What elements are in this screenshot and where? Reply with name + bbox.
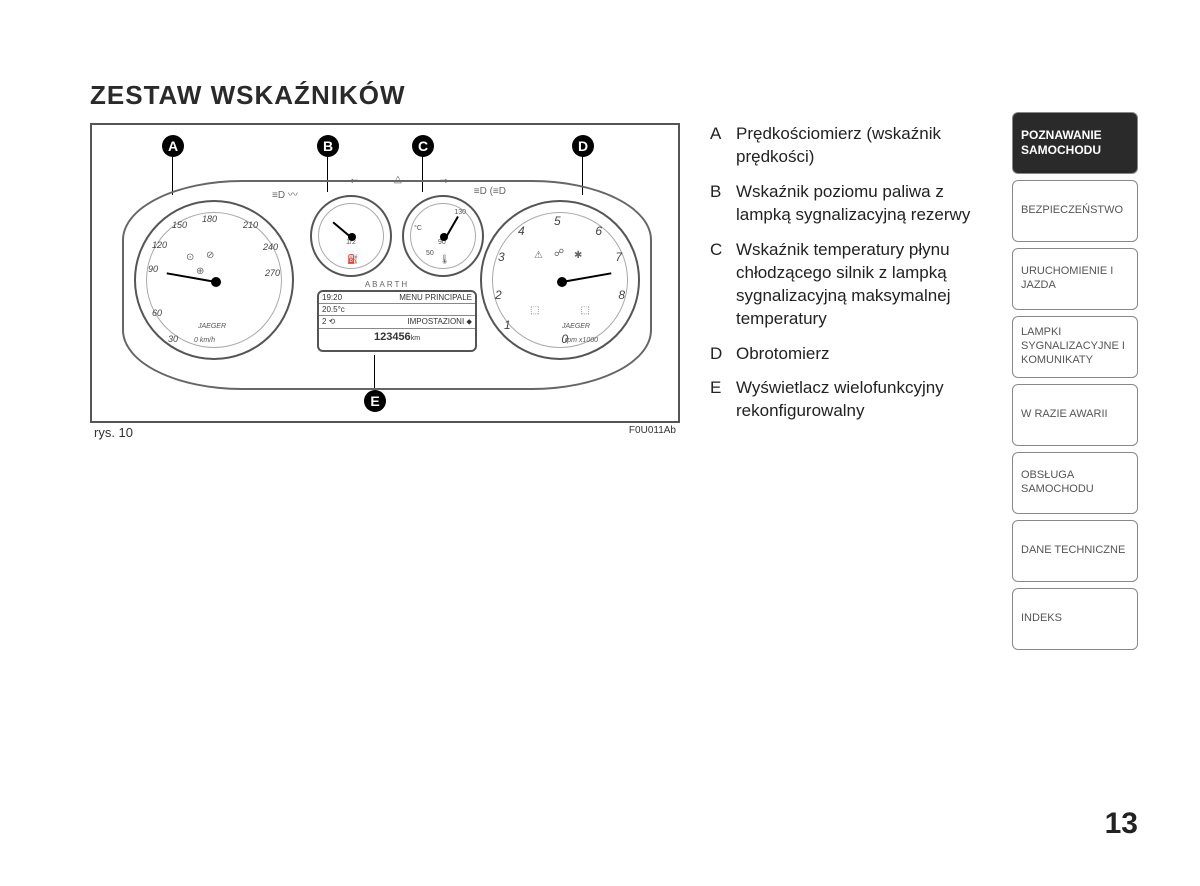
brand-label: ABARTH xyxy=(365,280,409,289)
figure-caption-left: rys. 10 xyxy=(94,425,133,440)
page-number: 13 xyxy=(1105,807,1138,841)
display-sub: IMPOSTAZIONI xyxy=(407,317,464,326)
engine-icon: ⬚ xyxy=(530,305,539,316)
callout-e: E xyxy=(364,390,386,412)
tab-uruchomienie[interactable]: URUCHOMIENIE I JAZDA xyxy=(1012,248,1138,310)
tab-poznawanie[interactable]: POZNAWANIE SAMOCHODU xyxy=(1012,112,1138,174)
page-title: ZESTAW WSKAŹNIKÓW xyxy=(90,80,1110,111)
warning-icon: ⊙ xyxy=(186,252,194,263)
tab-obsluga[interactable]: OBSŁUGA SAMOCHODU xyxy=(1012,452,1138,514)
turn-right-icon: ⇨ xyxy=(440,176,448,187)
side-tabs: POZNAWANIE SAMOCHODU BEZPIECZEŃSTWO URUC… xyxy=(1012,112,1138,650)
seatbelt-icon: ☍ xyxy=(554,248,564,259)
speedometer-unit: 0 km/h xyxy=(194,337,215,344)
warning-icon: ⊘ xyxy=(206,250,214,261)
figure-box: A B C D E 30 60 90 xyxy=(90,123,680,423)
temp-icon: 🌡 xyxy=(439,254,450,265)
jaeger-label: JAEGER xyxy=(198,323,226,330)
tachometer-unit: rpm x1000 xyxy=(565,337,598,344)
legend-item: EWyświetlacz wielofunkcyjny rekonfigurow… xyxy=(710,377,1000,423)
temperature-gauge: °C 50 90 130 🌡 xyxy=(402,195,484,277)
legend-item: DObrotomierz xyxy=(710,343,1000,366)
display-time: 19:20 xyxy=(322,293,342,302)
highbeam-icon: ≡D (≡D xyxy=(474,186,506,197)
fuel-gauge: 1/2 ⛽ xyxy=(310,195,392,277)
callout-a: A xyxy=(162,135,184,157)
tab-bezpieczenstwo[interactable]: BEZPIECZEŃSTWO xyxy=(1012,180,1138,242)
callout-b: B xyxy=(317,135,339,157)
content-row: A B C D E 30 60 90 xyxy=(90,123,1110,442)
legend: APrędkościomierz (wskaźnik prędkości) BW… xyxy=(710,123,1000,435)
warning-icon: ⚠ xyxy=(534,250,543,261)
tachometer-gauge: 0 1 2 3 4 5 6 7 8 rpm x1000 JAEGER ⚠ xyxy=(480,200,640,360)
multifunction-display: 19:20 MENU PRINCIPALE 20.5°c 2 ⟲ IMPOSTA… xyxy=(317,290,477,352)
display-menu: MENU PRINCIPALE xyxy=(399,293,472,302)
warning-icon: ⊕ xyxy=(196,266,204,277)
callout-d: D xyxy=(572,135,594,157)
odometer-value: 123456 xyxy=(374,331,411,343)
tab-indeks[interactable]: INDEKS xyxy=(1012,588,1138,650)
turn-left-icon: ⇦ xyxy=(350,176,358,187)
instrument-cluster: 30 60 90 120 150 180 210 240 270 0 km/h … xyxy=(122,180,652,390)
tab-dane[interactable]: DANE TECHNICZNE xyxy=(1012,520,1138,582)
legend-item: APrędkościomierz (wskaźnik prędkości) xyxy=(710,123,1000,169)
headlight-icon: ≡D 〰 xyxy=(272,186,298,201)
hazard-icon: △ xyxy=(394,174,402,185)
legend-item: CWskaźnik temperatury płynu chłodzącego … xyxy=(710,239,1000,331)
tab-lampki[interactable]: LAMPKI SYGNALIZACYJNE I KOMUNIKATY xyxy=(1012,316,1138,378)
callout-c: C xyxy=(412,135,434,157)
oil-icon: ⬚ xyxy=(581,305,590,316)
tab-awaria[interactable]: W RAZIE AWARII xyxy=(1012,384,1138,446)
speedometer-gauge: 30 60 90 120 150 180 210 240 270 0 km/h … xyxy=(134,200,294,360)
jaeger-label: JAEGER xyxy=(562,323,590,330)
fuel-pump-icon: ⛽ xyxy=(347,254,358,265)
airbag-icon: ✱ xyxy=(574,250,582,261)
figure-caption-right: F0U011Ab xyxy=(629,425,676,440)
display-temp: 20.5°c xyxy=(322,305,345,314)
legend-item: BWskaźnik poziomu paliwa z lampką sygnal… xyxy=(710,181,1000,227)
figure: A B C D E 30 60 90 xyxy=(90,123,680,442)
